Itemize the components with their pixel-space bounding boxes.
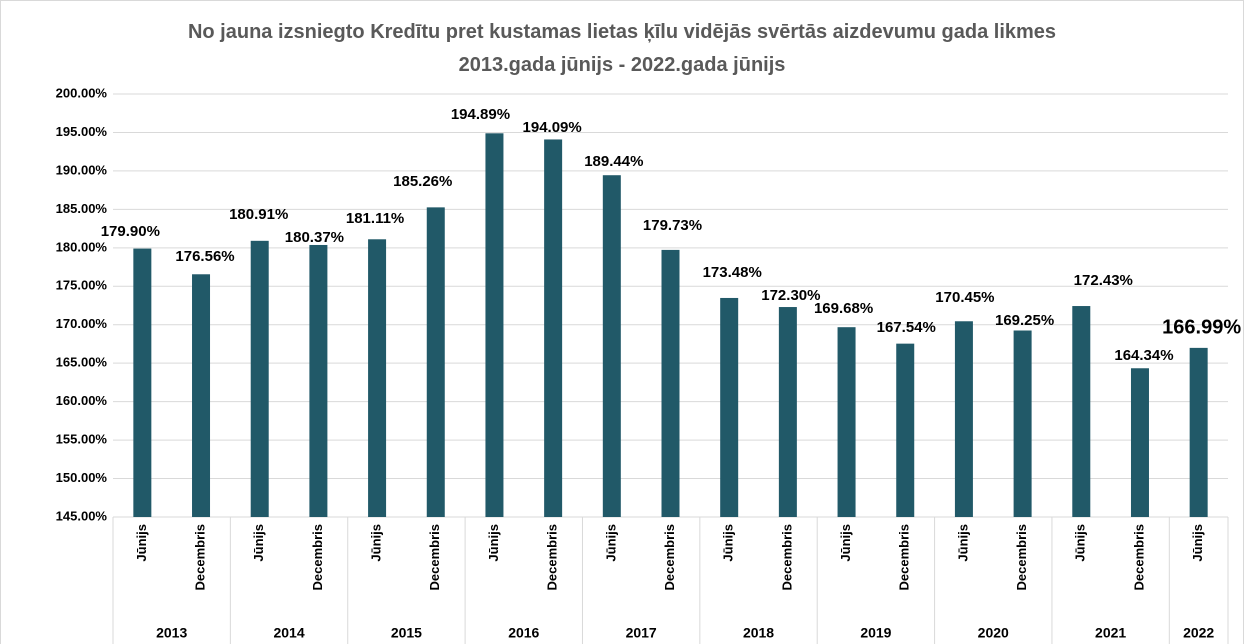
data-label: 169.25% [995, 312, 1054, 329]
bar [250, 240, 269, 517]
data-label: 179.90% [101, 223, 160, 240]
x-tick-label: Jūnijs [1190, 524, 1205, 562]
x-tick-label: Decembris [779, 524, 794, 590]
data-label: 172.43% [1074, 272, 1133, 289]
bar [1013, 330, 1032, 517]
data-label: 179.73% [643, 217, 702, 234]
bar [602, 175, 621, 517]
data-label: 194.89% [451, 106, 510, 123]
x-tick-label: Jūnijs [251, 524, 266, 562]
data-label: 180.91% [229, 206, 288, 223]
bar [485, 133, 504, 518]
data-label: 194.09% [523, 119, 582, 136]
data-label: 173.48% [703, 264, 762, 281]
x-tick-label: Jūnijs [955, 524, 970, 562]
x-tick-label: Decembris [662, 524, 677, 590]
y-tick-label: 170.00% [56, 316, 108, 331]
y-tick-label: 185.00% [56, 201, 108, 216]
x-tick-label: Decembris [192, 524, 207, 590]
y-tick-label: 165.00% [56, 355, 108, 370]
bar [544, 139, 563, 517]
bar [192, 274, 211, 517]
x-tick-label: Jūnijs [1073, 524, 1088, 562]
bar [426, 207, 445, 517]
y-tick-label: 150.00% [56, 470, 108, 485]
x-tick-label: Decembris [1014, 524, 1029, 590]
x-tick-label: Decembris [545, 524, 560, 590]
x-tick-label: Jūnijs [369, 524, 384, 562]
bar [896, 343, 915, 517]
group-label: 2022 [1183, 625, 1214, 641]
data-label: 167.54% [877, 319, 936, 336]
data-label: 166.99% [1162, 316, 1241, 338]
data-label: 164.34% [1114, 347, 1173, 364]
x-tick-label: Jūnijs [486, 524, 501, 562]
group-label: 2017 [626, 625, 657, 641]
group-label: 2018 [743, 625, 774, 641]
data-label: 170.45% [935, 289, 994, 306]
y-tick-label: 200.00% [56, 85, 108, 100]
bar [309, 244, 328, 518]
group-label: 2021 [1095, 625, 1126, 641]
x-tick-label: Jūnijs [134, 524, 149, 562]
group-label: 2020 [978, 625, 1009, 641]
bar [720, 297, 739, 517]
y-tick-label: 160.00% [56, 393, 108, 408]
y-tick-label: 145.00% [56, 508, 108, 523]
bar [1189, 347, 1208, 517]
bar [1072, 306, 1091, 517]
y-tick-label: 190.00% [56, 162, 108, 177]
data-label: 176.56% [175, 248, 234, 265]
bar [368, 239, 387, 518]
bar [778, 307, 797, 517]
y-tick-label: 195.00% [56, 124, 108, 139]
group-label: 2014 [273, 625, 304, 641]
chart-title: No jauna izsniegto Kredītu pret kustamas… [187, 21, 1057, 76]
x-tick-label: Decembris [897, 524, 912, 590]
bar [133, 248, 152, 517]
x-tick-label: Jūnijs [838, 524, 853, 562]
y-tick-label: 175.00% [56, 278, 108, 293]
data-label: 169.68% [814, 300, 873, 317]
data-label: 172.30% [761, 287, 820, 304]
group-label: 2015 [391, 625, 422, 641]
x-tick-label: Decembris [427, 524, 442, 590]
group-label: 2019 [860, 625, 891, 641]
group-label: 2013 [156, 625, 187, 641]
group-label: 2016 [508, 625, 539, 641]
y-tick-label: 180.00% [56, 239, 108, 254]
bar [837, 327, 856, 517]
data-label: 185.26% [393, 173, 452, 190]
data-label: 181.11% [346, 210, 404, 227]
data-label: 180.37% [285, 229, 344, 246]
x-tick-label: Decembris [310, 524, 325, 590]
bar [661, 249, 680, 518]
x-tick-label: Jūnijs [721, 524, 736, 562]
bar [954, 321, 973, 517]
x-tick-label: Decembris [1131, 524, 1146, 590]
x-tick-label: Jūnijs [603, 524, 618, 562]
y-tick-label: 155.00% [56, 432, 108, 447]
bar [1130, 368, 1149, 517]
data-label: 189.44% [584, 153, 643, 170]
